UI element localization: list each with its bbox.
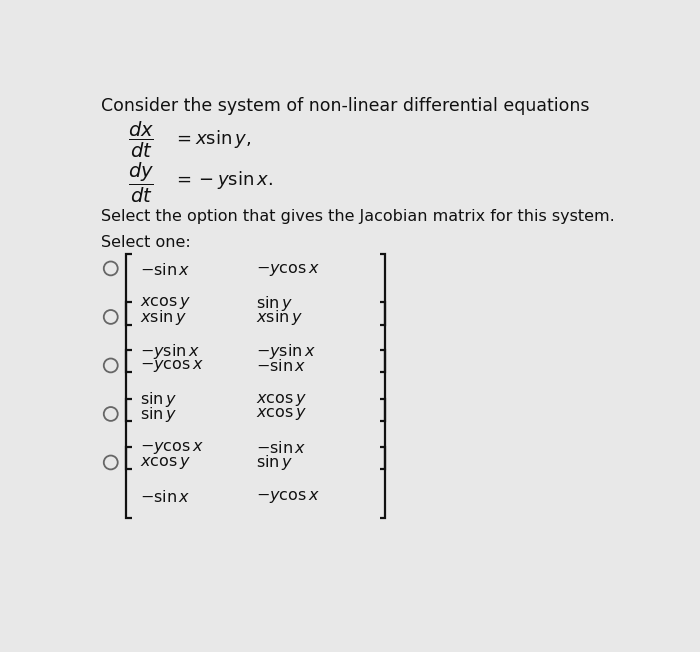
Text: $= x\sin y,$: $= x\sin y,$ — [173, 128, 251, 149]
Text: $x\cos y$: $x\cos y$ — [140, 295, 191, 312]
Text: $x\cos y$: $x\cos y$ — [256, 406, 307, 422]
Text: $-y\cos x$: $-y\cos x$ — [256, 261, 321, 278]
Text: Select the option that gives the Jacobian matrix for this system.: Select the option that gives the Jacobia… — [102, 209, 615, 224]
Text: $\sin y$: $\sin y$ — [140, 390, 177, 409]
Text: $-y\sin x$: $-y\sin x$ — [140, 342, 200, 361]
Text: $x\cos y$: $x\cos y$ — [140, 455, 191, 471]
Text: $-y\cos x$: $-y\cos x$ — [256, 489, 321, 505]
Text: $-\sin x$: $-\sin x$ — [140, 261, 190, 278]
Text: $x\cos y$: $x\cos y$ — [256, 392, 307, 408]
Text: $\dfrac{dx}{dt}$: $\dfrac{dx}{dt}$ — [128, 120, 154, 160]
Text: $-\sin x$: $-\sin x$ — [140, 489, 190, 505]
Text: $-\sin x$: $-\sin x$ — [256, 358, 307, 374]
Text: $\sin y$: $\sin y$ — [256, 294, 293, 313]
Text: $= -y\sin x.$: $= -y\sin x.$ — [173, 169, 273, 191]
Text: $-y\cos x$: $-y\cos x$ — [140, 358, 204, 374]
Text: $\sin y$: $\sin y$ — [256, 453, 293, 472]
Text: Select one:: Select one: — [102, 235, 191, 250]
Text: $x\sin y$: $x\sin y$ — [256, 308, 304, 327]
Text: $x\sin y$: $x\sin y$ — [140, 308, 188, 327]
Text: $-\sin x$: $-\sin x$ — [256, 440, 307, 456]
Text: $-y\sin x$: $-y\sin x$ — [256, 342, 316, 361]
Text: $\sin y$: $\sin y$ — [140, 405, 177, 424]
Text: $\dfrac{dy}{dt}$: $\dfrac{dy}{dt}$ — [128, 162, 154, 205]
Text: $-y\cos x$: $-y\cos x$ — [140, 440, 204, 456]
Text: Consider the system of non-linear differential equations: Consider the system of non-linear differ… — [102, 96, 590, 115]
